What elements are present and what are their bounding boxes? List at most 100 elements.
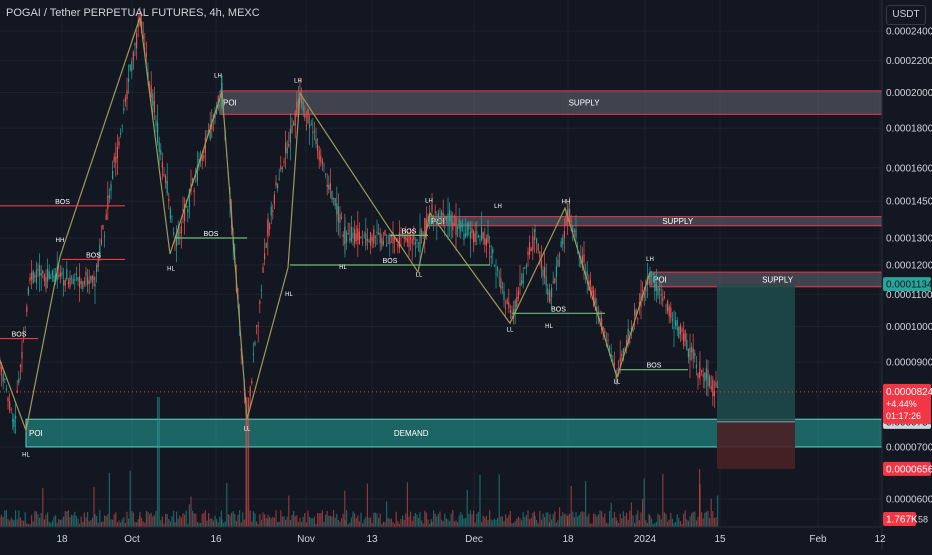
volume-bar bbox=[673, 522, 675, 527]
volume-bar bbox=[624, 515, 626, 527]
volume-bar bbox=[174, 522, 176, 527]
volume-bar bbox=[275, 510, 277, 527]
candle-body bbox=[695, 364, 697, 369]
volume-bar bbox=[406, 482, 408, 527]
candle-body bbox=[602, 326, 604, 330]
volume-bar bbox=[291, 514, 293, 527]
volume-bar bbox=[365, 516, 367, 527]
volume-bar bbox=[425, 512, 427, 527]
candle-body bbox=[648, 282, 650, 284]
candle-body bbox=[32, 270, 34, 284]
candle-body bbox=[540, 260, 542, 269]
candle-body bbox=[264, 253, 266, 260]
candle-body bbox=[632, 328, 634, 331]
bos-label: BOS bbox=[204, 231, 219, 238]
candle-body bbox=[430, 219, 432, 221]
volume-bar bbox=[694, 511, 696, 527]
candle-body bbox=[108, 195, 110, 198]
volume-bar bbox=[39, 517, 41, 527]
candle-body bbox=[313, 130, 315, 132]
volume-bar bbox=[457, 522, 459, 527]
volume-bar bbox=[441, 519, 443, 527]
candle-body bbox=[697, 373, 699, 379]
candle-body bbox=[572, 225, 574, 233]
volume-bar bbox=[514, 521, 516, 527]
volume-bar bbox=[516, 518, 518, 527]
candle-body bbox=[394, 237, 396, 241]
volume-bar bbox=[468, 513, 470, 527]
volume-bar bbox=[649, 515, 651, 527]
volume-bar bbox=[569, 513, 571, 527]
candle-body bbox=[406, 238, 408, 243]
candle-body bbox=[27, 287, 29, 295]
volume-bar bbox=[193, 513, 195, 527]
volume-bar bbox=[485, 515, 487, 527]
candle-body bbox=[18, 378, 20, 383]
candle-body bbox=[460, 222, 462, 232]
time-tick-label: 15 bbox=[714, 534, 726, 545]
candle-body bbox=[132, 51, 134, 61]
volume-bar bbox=[141, 518, 143, 527]
structure-label: LL bbox=[507, 328, 514, 334]
candle-body bbox=[555, 266, 557, 278]
volume-bar bbox=[414, 512, 416, 527]
structure-labels: HL HH HL LH LL HL LH HL LL LH LH LL HL HH LL LH bbox=[22, 74, 654, 459]
price-tick-label: 0.0000700 bbox=[886, 442, 932, 453]
candle-body bbox=[452, 222, 454, 230]
candle-body bbox=[465, 233, 467, 237]
volume-bar bbox=[72, 515, 74, 527]
volume-bar bbox=[545, 512, 547, 527]
volume-bar bbox=[196, 521, 198, 527]
volume-bar bbox=[305, 522, 307, 527]
volume-bar bbox=[621, 518, 623, 527]
volume-bar bbox=[209, 518, 211, 527]
candle-body bbox=[563, 230, 565, 238]
candle-body bbox=[29, 277, 31, 281]
candle-body bbox=[366, 238, 368, 241]
candle-body bbox=[506, 299, 508, 305]
currency-selector[interactable]: USDT bbox=[886, 5, 926, 25]
candle-body bbox=[21, 351, 23, 359]
candle-body bbox=[548, 292, 550, 301]
volume-bar bbox=[551, 519, 553, 527]
volume-bar bbox=[552, 513, 554, 527]
volume-bar bbox=[235, 520, 237, 527]
volume-bar bbox=[224, 521, 226, 527]
volume-bar bbox=[689, 516, 691, 527]
volume-bar bbox=[256, 521, 258, 527]
candle-body bbox=[281, 167, 283, 169]
volume-bar bbox=[521, 520, 523, 527]
volume-bar bbox=[492, 520, 494, 527]
candle-body bbox=[157, 122, 159, 143]
candle-body bbox=[173, 232, 175, 235]
candle-body bbox=[0, 361, 1, 369]
volume-bar bbox=[629, 510, 631, 527]
candle-body bbox=[458, 218, 460, 229]
candle-body bbox=[280, 166, 282, 170]
volume-bar bbox=[630, 502, 632, 527]
candle-body bbox=[126, 89, 128, 100]
candle-body bbox=[437, 213, 439, 222]
volume-bar bbox=[96, 515, 98, 527]
candle-body bbox=[317, 144, 319, 152]
volume-bar bbox=[27, 523, 29, 527]
volume-bar bbox=[153, 515, 155, 527]
volume-bars bbox=[0, 397, 719, 527]
volume-bar bbox=[105, 516, 107, 527]
volume-bar bbox=[248, 397, 250, 527]
volume-bar bbox=[132, 512, 134, 527]
structure-label: HL bbox=[285, 292, 293, 298]
candle-body bbox=[94, 284, 96, 287]
volume-bar bbox=[593, 513, 595, 527]
price-tag bbox=[883, 277, 931, 292]
candle-body bbox=[667, 300, 669, 312]
volume-bar bbox=[394, 523, 396, 527]
candle-body bbox=[545, 276, 547, 286]
volume-bar bbox=[31, 515, 33, 527]
candle-body bbox=[91, 275, 93, 283]
candle-body bbox=[39, 265, 41, 276]
candle-body bbox=[557, 259, 559, 266]
volume-bar bbox=[280, 510, 282, 527]
